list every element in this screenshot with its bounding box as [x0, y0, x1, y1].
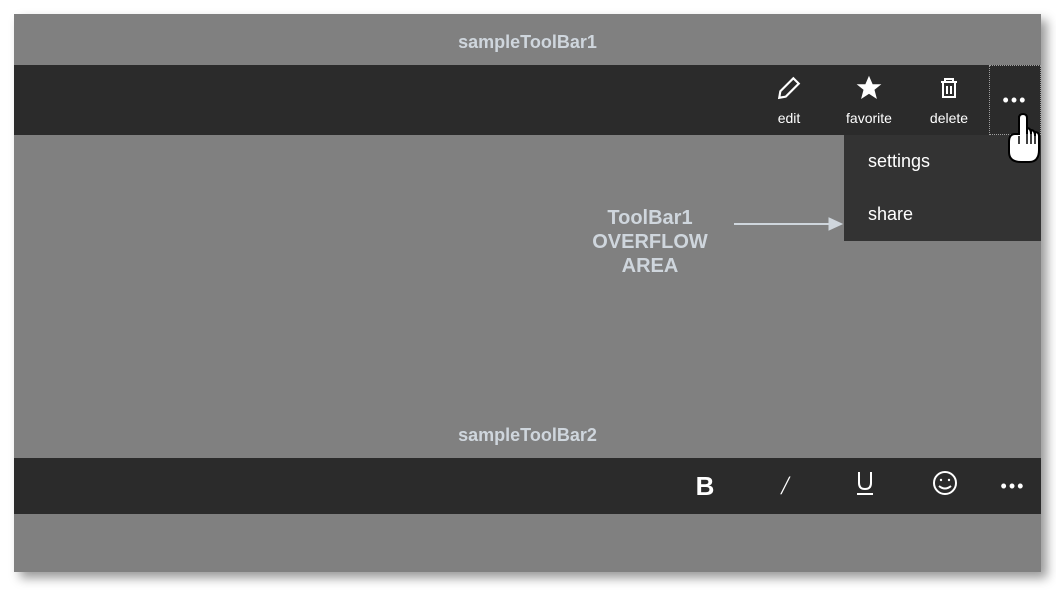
- emoji-icon: [932, 470, 958, 503]
- edit-label: edit: [778, 110, 801, 126]
- delete-label: delete: [930, 110, 968, 126]
- toolbar1-title: sampleToolBar1: [14, 14, 1041, 65]
- annot-line2: OVERFLOW: [570, 230, 730, 254]
- favorite-label: favorite: [846, 110, 892, 126]
- italic-button[interactable]: /: [745, 458, 825, 514]
- underline-icon: [854, 470, 876, 503]
- bold-icon: B: [696, 471, 715, 502]
- annot-line3: AREA: [570, 254, 730, 278]
- italic-icon: /: [781, 471, 788, 501]
- more-icon: •••: [1003, 90, 1028, 111]
- edit-icon: [776, 75, 802, 106]
- app-window: sampleToolBar1 edit favorite: [14, 14, 1041, 572]
- overflow-annotation: ToolBar1 OVERFLOW AREA: [570, 206, 730, 278]
- favorite-button[interactable]: favorite: [829, 65, 909, 135]
- emoji-button[interactable]: [905, 458, 985, 514]
- toolbar2-more-button[interactable]: •••: [985, 458, 1041, 514]
- annot-line1: ToolBar1: [570, 206, 730, 230]
- bold-button[interactable]: B: [665, 458, 745, 514]
- pointer-cursor-icon: [1001, 112, 1045, 168]
- edit-button[interactable]: edit: [749, 65, 829, 135]
- trash-icon: [937, 75, 961, 106]
- toolbar2: B / •••: [14, 458, 1041, 514]
- toolbar1: edit favorite delete ••• settings share: [14, 65, 1041, 135]
- more-icon: •••: [1001, 476, 1026, 497]
- underline-button[interactable]: [825, 458, 905, 514]
- arrow-icon: [734, 212, 844, 236]
- overflow-share[interactable]: share: [844, 188, 1041, 241]
- star-icon: [856, 75, 882, 106]
- delete-button[interactable]: delete: [909, 65, 989, 135]
- toolbar2-title: sampleToolBar2: [14, 407, 1041, 458]
